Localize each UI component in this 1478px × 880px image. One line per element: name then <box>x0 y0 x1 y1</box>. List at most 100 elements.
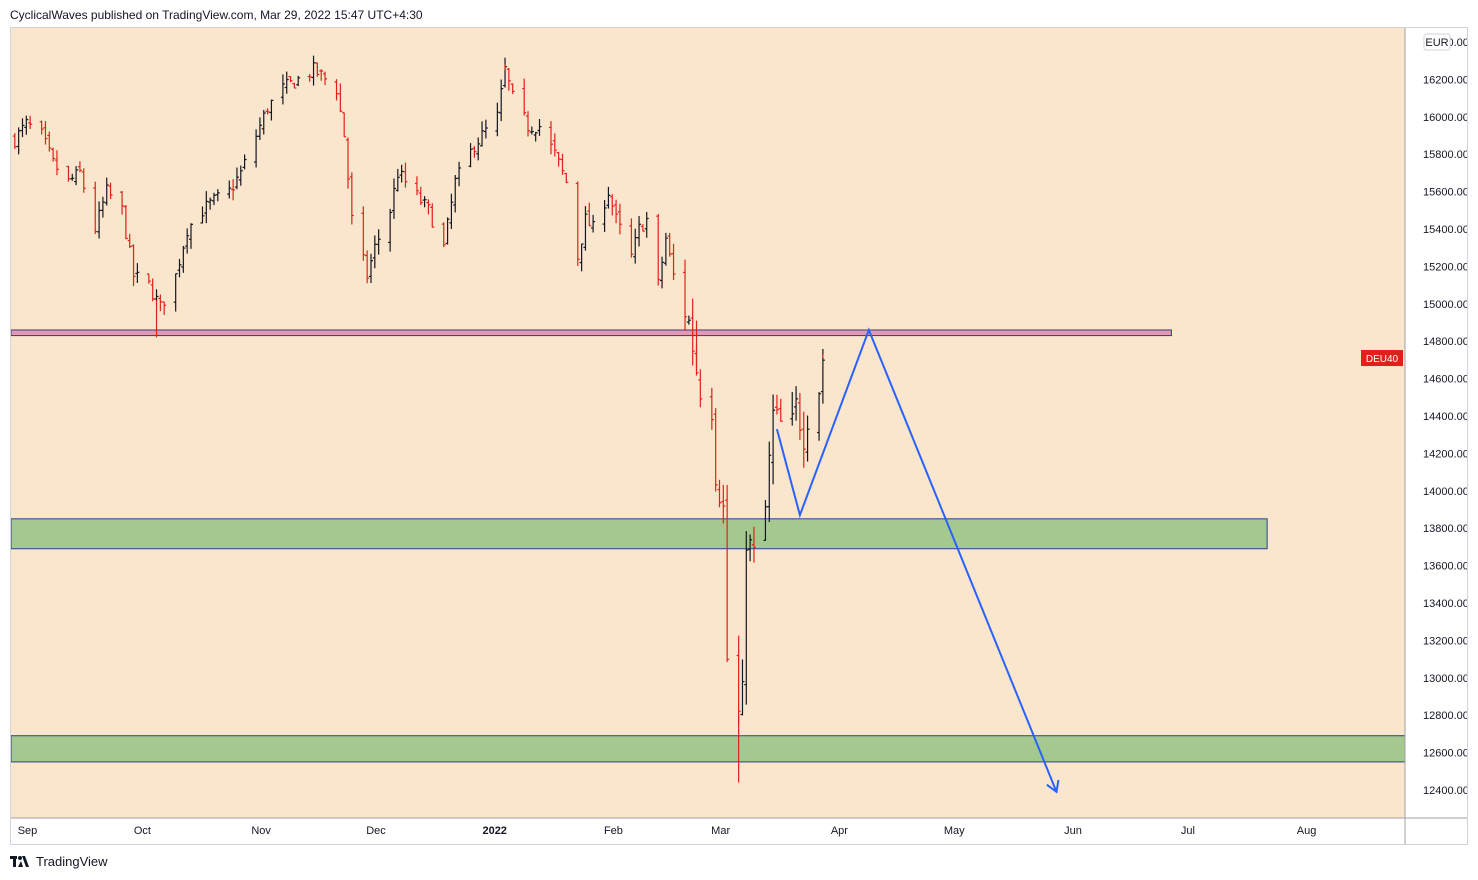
price-tick-label: 16000.00 <box>1423 112 1467 124</box>
ohlc-bar <box>510 83 515 95</box>
ohlc-chart[interactable]: 12400.00 12600.00 12800.00 13000.00 13200.00… <box>11 28 1467 844</box>
price-tick-label: 12600.00 <box>1423 748 1467 760</box>
time-tick-label: Mar <box>711 825 730 837</box>
ohlc-bar <box>54 150 59 176</box>
price-bars <box>12 55 825 783</box>
time-axis[interactable]: Sep Oct Nov Dec 2022 Feb Mar Apr May Jun Jul Aug <box>18 825 1317 837</box>
ohlc-bar <box>797 393 802 440</box>
ohlc-bar <box>342 112 347 138</box>
symbol-label: DEU40 <box>1366 354 1399 365</box>
price-tick-label: 13600.00 <box>1423 561 1467 573</box>
ohlc-bar <box>610 194 615 216</box>
ohlc-bar <box>311 55 316 86</box>
ohlc-bar <box>234 167 239 190</box>
ohlc-bar <box>372 235 377 269</box>
ohlc-bar <box>215 189 220 202</box>
support-zone-1[interactable] <box>11 518 1268 550</box>
price-tick-label: 14600.00 <box>1423 374 1467 386</box>
ohlc-bar <box>556 151 561 167</box>
ohlc-bar <box>296 75 301 87</box>
ohlc-bar <box>135 263 140 283</box>
ohlc-bar <box>801 411 806 468</box>
price-tick-label: 13400.00 <box>1423 598 1467 610</box>
price-tick-label: 13200.00 <box>1423 635 1467 647</box>
ohlc-bar <box>748 534 753 562</box>
time-tick-label: Aug <box>1297 825 1317 837</box>
ohlc-bar <box>185 228 190 254</box>
price-tick-label: 12400.00 <box>1423 785 1467 797</box>
ohlc-bar <box>422 196 427 208</box>
time-tick-label: May <box>944 825 965 837</box>
ohlc-bar <box>426 199 431 215</box>
ohlc-bar <box>269 99 274 121</box>
ohlc-bar <box>403 162 408 188</box>
ohlc-bar <box>449 193 454 230</box>
ohlc-bar <box>583 206 588 251</box>
ohlc-bar <box>633 228 638 264</box>
ohlc-bar <box>537 119 542 136</box>
time-tick-label: Nov <box>251 825 271 837</box>
ohlc-bar <box>376 229 381 255</box>
ohlc-bar <box>725 484 730 662</box>
ohlc-bar <box>548 121 553 155</box>
ohlc-bar <box>640 224 645 232</box>
ohlc-bar <box>204 191 209 224</box>
time-tick-label: Sep <box>18 825 38 837</box>
ohlc-bar <box>227 180 232 199</box>
time-tick-label: Jul <box>1181 825 1195 837</box>
currency-badge[interactable]: EUR <box>1423 33 1451 51</box>
ohlc-bar <box>774 394 779 415</box>
ohlc-bar <box>794 386 799 421</box>
ohlc-bar <box>709 387 714 430</box>
ohlc-bar <box>698 369 703 408</box>
ohlc-bar <box>686 315 691 325</box>
ohlc-bar <box>292 82 297 89</box>
price-axis[interactable]: 12400.00 12600.00 12800.00 13000.00 13200.00… <box>1423 37 1467 797</box>
footer: TradingView <box>10 854 108 869</box>
ohlc-bar <box>480 121 485 147</box>
ohlc-bar <box>606 186 611 209</box>
projection-arrowhead <box>1046 779 1060 794</box>
ohlc-bar <box>533 131 538 142</box>
ohlc-bar <box>127 233 132 249</box>
ohlc-bar <box>66 165 71 182</box>
price-tick-label: 15000.00 <box>1423 299 1467 311</box>
ohlc-bar <box>552 133 557 157</box>
ohlc-bar <box>560 153 565 175</box>
ohlc-bar <box>288 75 293 83</box>
price-tick-label: 16200.00 <box>1423 74 1467 86</box>
ohlc-bar <box>319 69 324 81</box>
time-tick-label: 2022 <box>482 825 506 837</box>
ohlc-bar <box>181 245 186 273</box>
time-tick-label: Feb <box>604 825 623 837</box>
chart-panel[interactable]: 12400.00 12600.00 12800.00 13000.00 13200.00… <box>10 27 1468 845</box>
plot-background <box>11 28 1405 818</box>
ohlc-bar <box>476 137 481 161</box>
price-tick-label: 14200.00 <box>1423 448 1467 460</box>
ohlc-bar <box>430 203 435 228</box>
ohlc-bar <box>365 250 370 284</box>
ohlc-bar <box>495 102 500 137</box>
ohlc-bar <box>418 186 423 205</box>
ohlc-bar <box>767 441 772 523</box>
ohlc-bar <box>522 78 527 116</box>
ohlc-bar <box>104 177 109 206</box>
projection-line[interactable] <box>775 327 1058 793</box>
price-tick-label: 13000.00 <box>1423 673 1467 685</box>
ohlc-bar <box>100 196 105 218</box>
ohlc-bar <box>24 115 29 135</box>
support-zone-2[interactable] <box>11 735 1406 763</box>
ohlc-bar <box>614 199 619 224</box>
tradingview-logo-icon <box>10 855 30 868</box>
ohlc-bar <box>751 526 756 563</box>
ohlc-bar <box>188 223 193 249</box>
axis-badges: EUR DEU40 <box>1361 33 1451 367</box>
ohlc-bar <box>736 635 741 725</box>
ohlc-bar <box>39 120 44 135</box>
ohlc-bar <box>238 165 243 186</box>
projection-path <box>775 327 1060 794</box>
ohlc-bar <box>717 479 722 508</box>
resistance-zone-0[interactable] <box>11 329 1172 337</box>
ohlc-bar <box>280 74 285 105</box>
ohlc-bar <box>660 256 665 289</box>
